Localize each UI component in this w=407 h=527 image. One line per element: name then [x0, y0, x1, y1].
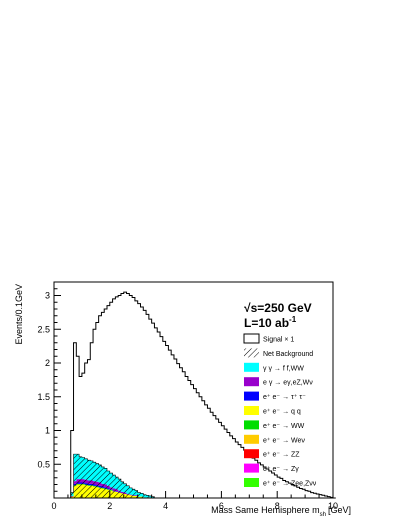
legend-item: e⁺ e⁻ → ZZ: [244, 449, 300, 459]
x-tick-label: 6: [219, 501, 224, 511]
y-tick-label: 1.5: [37, 392, 50, 402]
legend-label: Net Background: [263, 351, 313, 358]
legend-label: e⁺ e⁻ → Zee,Zνν: [263, 481, 317, 488]
x-axis: 0 2 4 6 8 10: [51, 491, 338, 511]
y-tick-label: 1: [45, 426, 50, 436]
net-background-hatch: [70, 453, 155, 499]
legend-label: e⁺ e⁻ → q q: [263, 409, 301, 416]
legend-label: e⁺ e⁻ → Zγ: [263, 466, 299, 473]
y-axis-label: Events/0.1GeV: [14, 284, 24, 345]
energy-annotation: √s=250 GeV: [244, 301, 312, 315]
legend-item: e⁺ e⁻ → τ⁺ τ⁻: [244, 391, 306, 401]
signal-line: [70, 291, 336, 499]
legend-swatch: [244, 348, 259, 358]
x-axis-label-sub: sh: [320, 512, 326, 518]
legend-label: γ γ → f f,WW: [263, 365, 304, 372]
legend-item: e γ → eγ,eZ,Wν: [244, 377, 313, 387]
y-tick-label: 2: [45, 358, 50, 368]
lumi-annotation-sup: -1: [289, 315, 297, 324]
legend-swatch: [244, 362, 259, 372]
net-background: [70, 453, 155, 499]
x-axis-label-main: Mass Same Hemisphere m: [211, 505, 320, 515]
legend-item: e⁺ e⁻ → Zee,Zνν: [244, 478, 317, 488]
x-tick-label: 8: [275, 501, 280, 511]
legend-label: e⁺ e⁻ → τ⁺ τ⁻: [263, 394, 306, 401]
lumi-annotation: L=10 ab-1: [244, 315, 297, 330]
y-tick-label: 2.5: [37, 324, 50, 334]
legend-swatch: [244, 377, 259, 387]
legend-label: Signal × 1: [263, 337, 294, 344]
legend-swatch: [243, 333, 260, 344]
signal-histogram: [70, 291, 336, 499]
y-axis: 0.5 1 1.5 2 2.5 3: [37, 281, 61, 492]
legend-label: e⁺ e⁻ → Weν: [263, 437, 305, 444]
y-tick-label: 0.5: [37, 459, 50, 469]
legend-swatch: [244, 434, 259, 444]
legend: Signal × 1 Net Background γ γ → f f,WW e γ …: [243, 333, 317, 488]
legend-item: e⁺ e⁻ → WW: [244, 420, 305, 430]
legend-item: γ γ → f f,WW: [244, 362, 304, 372]
legend-label: e γ → eγ,eZ,Wν: [263, 380, 313, 387]
legend-item: Net Background: [244, 348, 313, 358]
legend-swatch: [244, 391, 259, 401]
x-axis-label: Mass Same Hemisphere msh [GeV]: [211, 505, 351, 518]
legend-label: e⁺ e⁻ → ZZ: [263, 452, 300, 459]
y-tick-label: 3: [45, 291, 50, 301]
x-tick-label: 0: [51, 501, 56, 511]
legend-swatch: [244, 463, 259, 473]
lumi-annotation-main: L=10 ab: [244, 316, 289, 330]
x-axis-label-unit: [GeV]: [328, 505, 351, 515]
legend-item: e⁺ e⁻ → Weν: [244, 434, 305, 444]
legend-swatch: [244, 478, 259, 487]
legend-swatch: [244, 449, 259, 459]
legend-swatch: [244, 420, 259, 430]
legend-item: e⁺ e⁻ → q q: [244, 406, 301, 416]
x-tick-label: 2: [107, 501, 112, 511]
x-tick-label: 10: [328, 501, 338, 511]
legend-swatch: [244, 406, 259, 415]
legend-label: e⁺ e⁻ → WW: [263, 423, 305, 430]
x-tick-label: 4: [163, 501, 168, 511]
legend-item: Signal × 1: [243, 333, 294, 344]
legend-item: e⁺ e⁻ → Zγ: [244, 463, 299, 473]
